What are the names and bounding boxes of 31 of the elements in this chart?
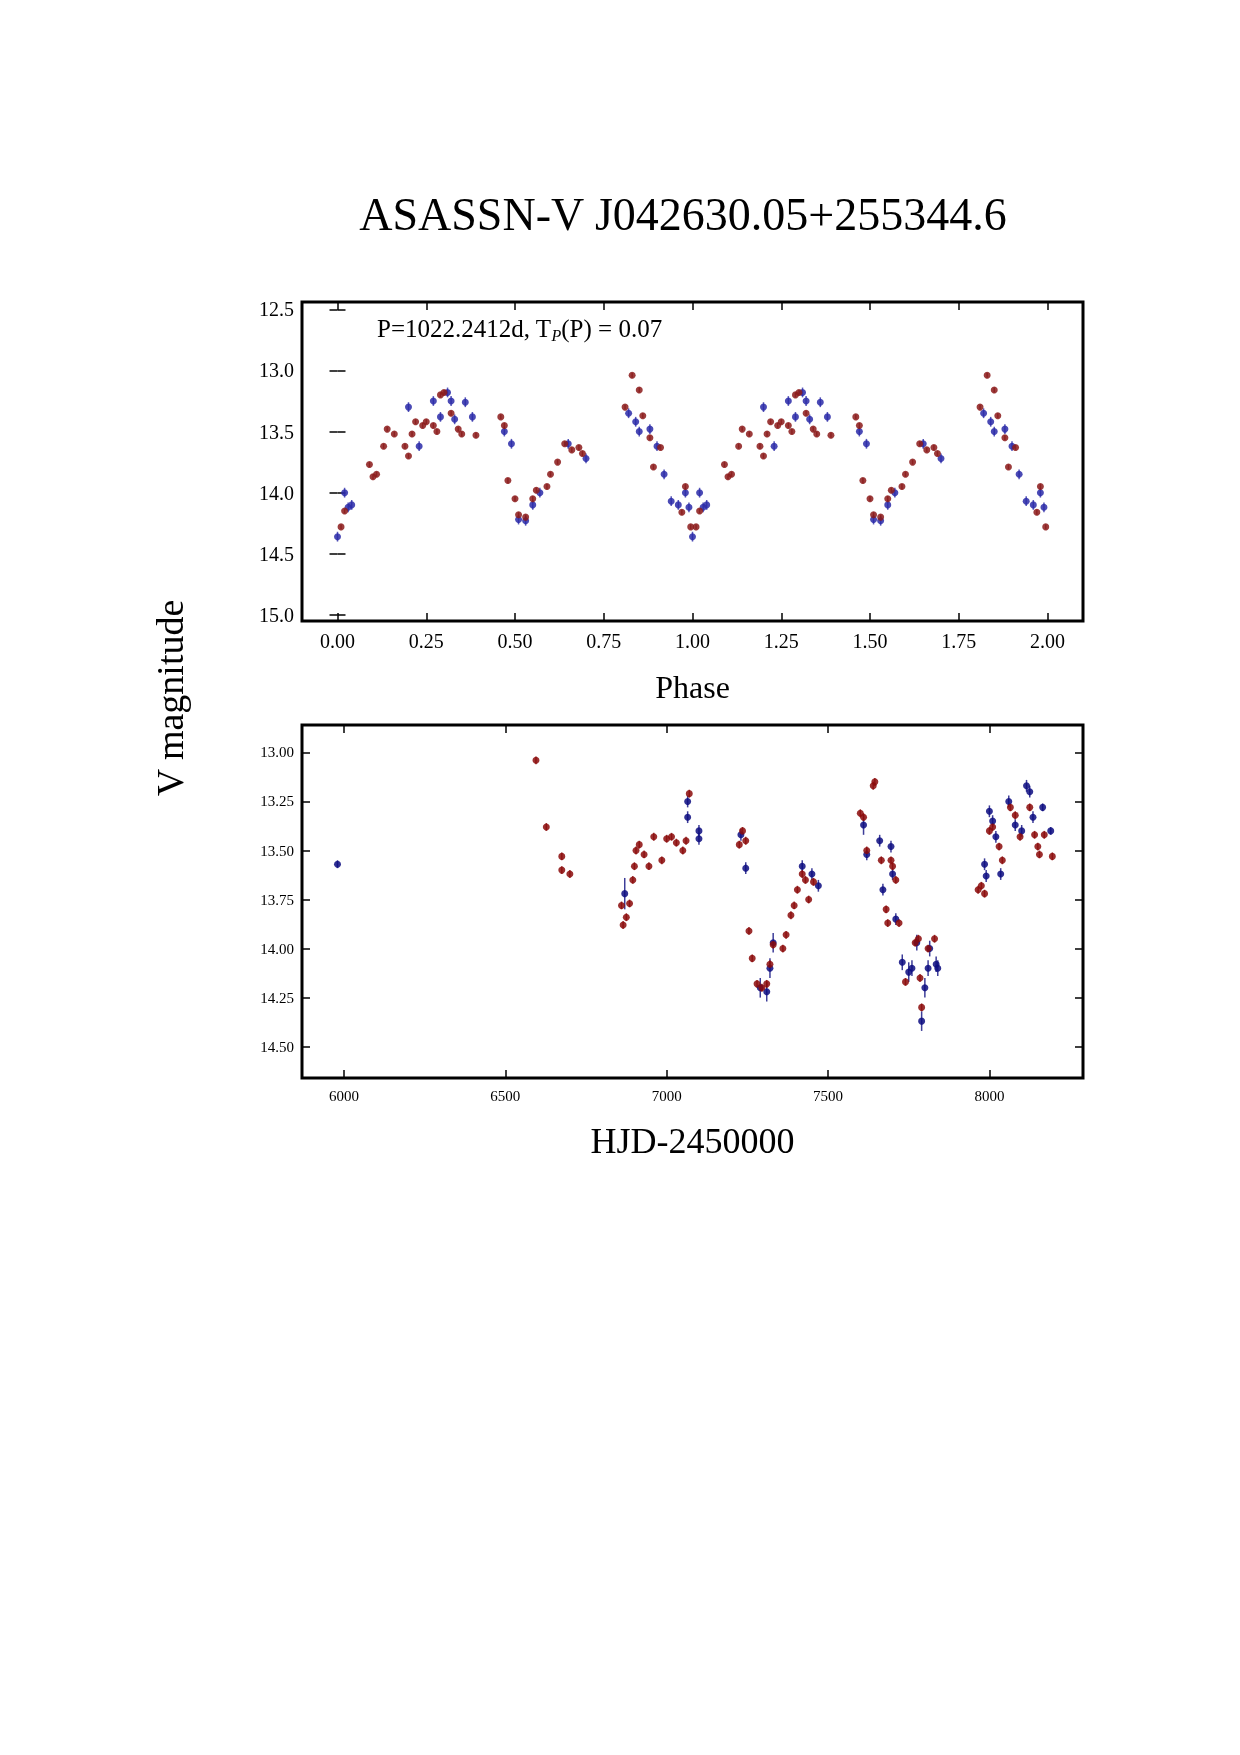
x-tick-label: 1.50 — [852, 630, 888, 652]
y-tick-label: 14.0 — [259, 481, 294, 504]
x-tick-label: 0.25 — [408, 630, 444, 652]
x-tick-label: 1.75 — [941, 630, 977, 652]
y-tick-label: 14.25 — [260, 989, 294, 1006]
y-tick-label: 15.0 — [259, 603, 294, 626]
y-tick-label: 14.50 — [260, 1038, 294, 1055]
x-tick-label: 0.50 — [497, 630, 533, 652]
x-tick-label: 0.00 — [320, 630, 355, 652]
x-tick-label: 1.25 — [763, 630, 799, 652]
x-tick-label: 2.00 — [1030, 630, 1065, 652]
x-tick-label: 7500 — [813, 1087, 844, 1104]
x-axis-title: Phase — [655, 669, 730, 705]
y-tick-label: 14.5 — [259, 542, 294, 565]
y-tick-label: 12.5 — [259, 298, 294, 321]
x-tick-label: 0.75 — [586, 630, 622, 652]
x-tick-label: 1.00 — [675, 630, 710, 652]
x-tick-label: 7000 — [651, 1087, 682, 1104]
y-axis-title: V magnitude — [148, 599, 192, 797]
x-tick-label: 6000 — [328, 1087, 359, 1104]
y-tick-label: 13.50 — [260, 842, 294, 859]
x-tick-label: 8000 — [974, 1087, 1005, 1104]
x-tick-label: 6500 — [490, 1087, 521, 1104]
chart-title: ASASSN-V J042630.05+255344.6 — [359, 188, 1007, 240]
y-tick-label: 13.25 — [260, 793, 294, 810]
y-tick-label: 13.00 — [260, 744, 294, 761]
y-tick-label: 13.5 — [259, 420, 294, 443]
y-tick-label: 13.75 — [260, 891, 294, 908]
x-axis-title: HJD-2450000 — [590, 1121, 795, 1161]
y-tick-label: 13.0 — [259, 359, 294, 382]
y-tick-label: 14.00 — [260, 940, 294, 957]
